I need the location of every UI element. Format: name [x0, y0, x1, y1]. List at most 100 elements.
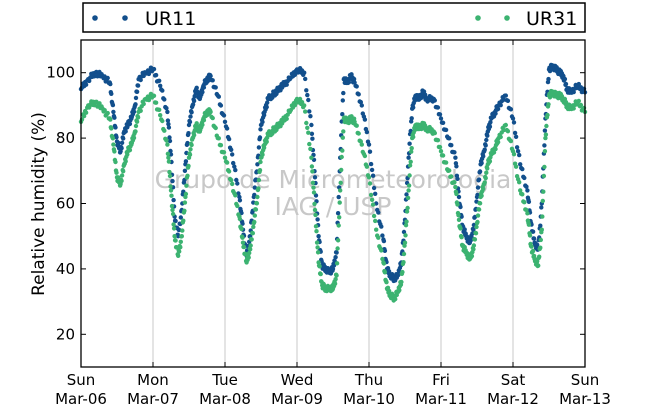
data-point-ur31	[459, 235, 464, 240]
data-point-ur11	[542, 128, 548, 133]
data-point-ur31	[113, 159, 118, 165]
data-point-ur11	[443, 127, 449, 133]
data-point-ur11	[111, 109, 116, 115]
data-point-ur31	[405, 195, 411, 201]
data-point-ur31	[384, 280, 389, 285]
data-point-ur31	[501, 127, 506, 133]
data-point-ur31	[169, 203, 175, 209]
data-point-ur31	[438, 149, 444, 154]
data-point-ur11	[531, 236, 537, 241]
data-point-ur31	[307, 141, 312, 147]
data-point-ur11	[170, 178, 175, 184]
data-point-ur31	[185, 173, 190, 178]
data-point-ur11	[303, 76, 308, 82]
data-point-ur31	[406, 183, 412, 188]
data-point-ur11	[514, 145, 520, 150]
data-point-ur11	[187, 119, 193, 125]
data-point-ur31	[437, 144, 443, 150]
axis-ticks	[80, 40, 586, 367]
data-point-ur31	[183, 191, 189, 197]
data-point-ur31	[108, 117, 113, 122]
data-point-ur11	[308, 114, 313, 119]
data-point-ur11	[373, 191, 378, 196]
data-point-ur11	[364, 129, 370, 135]
data-point-ur31	[513, 164, 519, 169]
data-point-ur11	[110, 102, 116, 108]
data-point-ur31	[309, 164, 315, 169]
data-point-ur31	[170, 211, 176, 217]
data-point-ur11	[166, 125, 172, 130]
data-point-ur31	[474, 224, 479, 230]
data-point-ur31	[334, 273, 339, 278]
data-point-ur31	[487, 159, 493, 164]
data-point-ur11	[121, 136, 126, 141]
data-point-ur11	[183, 159, 189, 164]
data-point-ur11	[168, 148, 173, 154]
data-point-ur31	[526, 222, 532, 227]
data-point-ur31	[536, 263, 541, 268]
data-point-ur31	[171, 226, 177, 231]
data-point-ur31	[367, 181, 373, 186]
data-point-ur31	[517, 180, 522, 185]
data-point-ur31	[218, 143, 224, 148]
data-point-ur11	[257, 135, 263, 140]
data-point-ur11	[453, 155, 458, 160]
data-point-ur31	[240, 235, 245, 240]
data-point-ur11	[542, 143, 547, 148]
data-point-ur11	[141, 73, 146, 79]
x-tick-label-day: Mon	[137, 371, 169, 389]
data-point-ur31	[119, 178, 124, 184]
data-point-ur31	[484, 170, 489, 175]
data-point-ur11	[546, 76, 551, 82]
data-point-ur11	[440, 120, 446, 126]
data-point-ur11	[164, 106, 169, 111]
data-point-ur31	[458, 226, 463, 231]
data-point-ur11	[226, 136, 232, 142]
data-point-ur11	[112, 115, 117, 120]
data-point-ur31	[364, 164, 370, 169]
data-point-ur31	[530, 248, 536, 254]
data-point-ur11	[525, 188, 530, 193]
data-point-ur11	[475, 192, 480, 198]
data-point-ur31	[127, 147, 133, 153]
data-point-ur11	[370, 173, 376, 178]
data-point-ur31	[333, 277, 338, 282]
data-point-ur31	[356, 131, 361, 136]
data-point-ur31	[135, 115, 141, 120]
data-point-ur11	[406, 155, 411, 160]
data-point-ur11	[188, 114, 193, 119]
data-point-ur31	[216, 136, 221, 141]
data-point-ur31	[318, 271, 323, 277]
data-point-ur11	[367, 149, 373, 154]
data-point-ur31	[483, 175, 488, 181]
data-point-ur31	[317, 264, 322, 269]
data-point-ur31	[334, 261, 340, 266]
legend-frame	[82, 2, 586, 33]
data-point-ur31	[476, 207, 482, 212]
data-point-ur31	[102, 108, 107, 113]
data-point-ur11	[213, 85, 218, 90]
data-point-ur31	[97, 101, 102, 106]
data-point-ur31	[578, 102, 584, 108]
data-point-ur11	[530, 229, 536, 234]
data-point-ur31	[165, 151, 171, 156]
data-point-ur11	[233, 167, 238, 173]
tick-labels: SunMar-06MonMar-07TueMar-08WedMar-09ThuM…	[46, 64, 611, 408]
x-tick-label-date: Mar-11	[415, 390, 467, 408]
data-point-ur31	[576, 98, 581, 104]
data-point-ur11	[511, 120, 517, 125]
x-tick-label-date: Mar-13	[559, 390, 611, 408]
data-point-ur11	[105, 75, 110, 81]
data-point-ur11	[359, 103, 364, 108]
data-point-ur31	[469, 253, 475, 259]
data-point-ur31	[543, 132, 549, 137]
data-point-ur11	[341, 90, 346, 96]
data-point-ur31	[314, 229, 319, 234]
data-point-ur31	[338, 180, 343, 185]
data-point-ur31	[200, 122, 205, 128]
data-point-ur31	[251, 224, 256, 230]
data-point-ur11	[505, 98, 511, 104]
data-point-ur31	[311, 190, 317, 195]
data-point-ur11	[498, 103, 503, 108]
data-point-ur31	[473, 231, 479, 236]
